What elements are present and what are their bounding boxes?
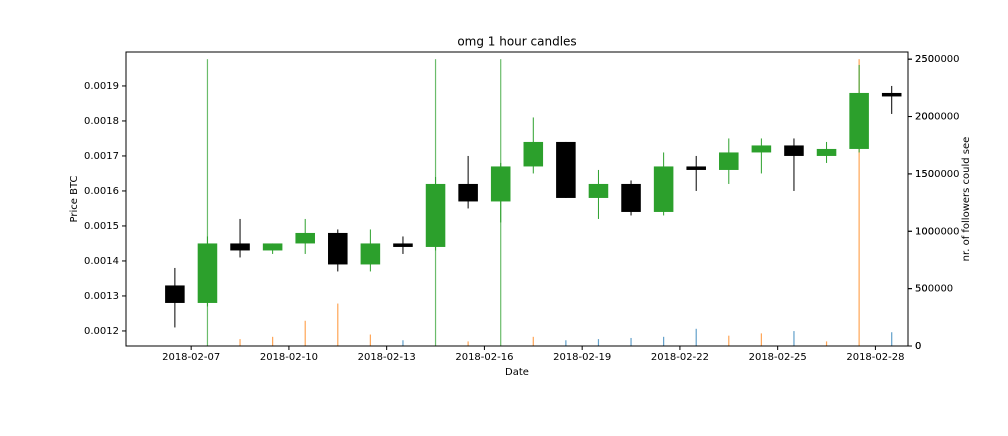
follower-bar — [630, 337, 632, 346]
x-tick-label: 2018-02-19 — [553, 352, 611, 363]
follower-bar — [239, 339, 241, 346]
follower-bar — [891, 332, 893, 346]
candle-body — [653, 166, 674, 212]
candle-body — [523, 141, 544, 167]
candle-body — [719, 152, 739, 170]
y2-tick-label: 0 — [915, 341, 921, 352]
y2-tick-label: 1500000 — [915, 169, 960, 180]
candle-body — [425, 183, 446, 247]
y-tick-label: 0.0016 — [84, 186, 119, 197]
candle-body — [393, 243, 413, 247]
y2-tick-label: 2000000 — [915, 112, 960, 123]
follower-bar — [728, 335, 730, 346]
x-tick-label: 2018-02-22 — [651, 352, 709, 363]
follower-bar — [272, 336, 274, 346]
x-tick-label: 2018-02-16 — [455, 352, 513, 363]
y2-axis-label: nr. of followers could see — [961, 137, 972, 262]
x-tick-label: 2018-02-25 — [749, 352, 807, 363]
candle-body — [588, 183, 609, 198]
follower-bar — [402, 340, 404, 346]
y2-tick-label: 1000000 — [915, 226, 960, 237]
y3-tick-label: 150 — [915, 169, 934, 180]
candle-body — [360, 243, 381, 265]
candle-body — [881, 92, 902, 97]
candle-body — [556, 141, 576, 198]
y-tick-label: 0.0015 — [84, 221, 119, 232]
x-tick-label: 2018-02-07 — [162, 352, 220, 363]
y-tick-label: 0.0013 — [84, 291, 119, 302]
y-tick-label: 0.0019 — [84, 81, 119, 92]
y3-tick-label: 200 — [915, 112, 934, 123]
candle-body — [197, 243, 218, 303]
candle-body — [230, 243, 250, 251]
candle-body — [262, 243, 283, 251]
follower-bar — [663, 336, 665, 346]
y-tick-label: 0.0017 — [84, 151, 119, 162]
follower-bar — [532, 336, 534, 346]
follower-bar — [467, 341, 469, 346]
follower-bar — [337, 303, 339, 346]
y-tick-label: 0.0012 — [84, 326, 119, 337]
y-axis-label: Price BTC — [69, 176, 80, 223]
x-axis-label: Date — [505, 367, 529, 378]
x-tick-label: 2018-02-13 — [358, 352, 416, 363]
x-tick-label: 2018-02-10 — [260, 352, 318, 363]
candle-body — [849, 92, 869, 149]
follower-bar — [858, 59, 860, 347]
y3-tick-label: 0 — [915, 341, 921, 352]
y3-tick-label: 250 — [915, 54, 934, 65]
follower-bar — [369, 334, 371, 346]
candle-body — [686, 166, 706, 170]
y3-tick-label: 50 — [915, 284, 928, 295]
candle-body — [751, 145, 772, 153]
plot-frame — [125, 51, 909, 347]
follower-bar — [793, 331, 795, 346]
candle-body — [784, 145, 804, 156]
y3-tick-label: 100 — [915, 226, 934, 237]
follower-bar — [760, 333, 762, 346]
candle-body — [295, 232, 315, 244]
candle-body — [328, 232, 348, 265]
follower-bar — [565, 340, 567, 346]
x-tick-label: 2018-02-28 — [846, 352, 904, 363]
follower-bar — [597, 339, 600, 346]
candle-body — [165, 285, 185, 303]
follower-bar — [206, 59, 209, 347]
y2-tick-label: 2500000 — [915, 54, 960, 65]
chart-title: omg 1 hour candles — [457, 35, 576, 49]
follower-bar — [695, 328, 697, 346]
candle-body — [816, 148, 837, 156]
follower-bar — [304, 320, 306, 346]
y2-tick-label: 500000 — [915, 284, 953, 295]
y-tick-label: 0.0018 — [84, 116, 119, 127]
candle-body — [490, 166, 511, 202]
follower-bar — [825, 341, 828, 346]
candle-body — [458, 183, 478, 202]
y-tick-label: 0.0014 — [84, 256, 119, 267]
candle-body — [621, 183, 641, 212]
